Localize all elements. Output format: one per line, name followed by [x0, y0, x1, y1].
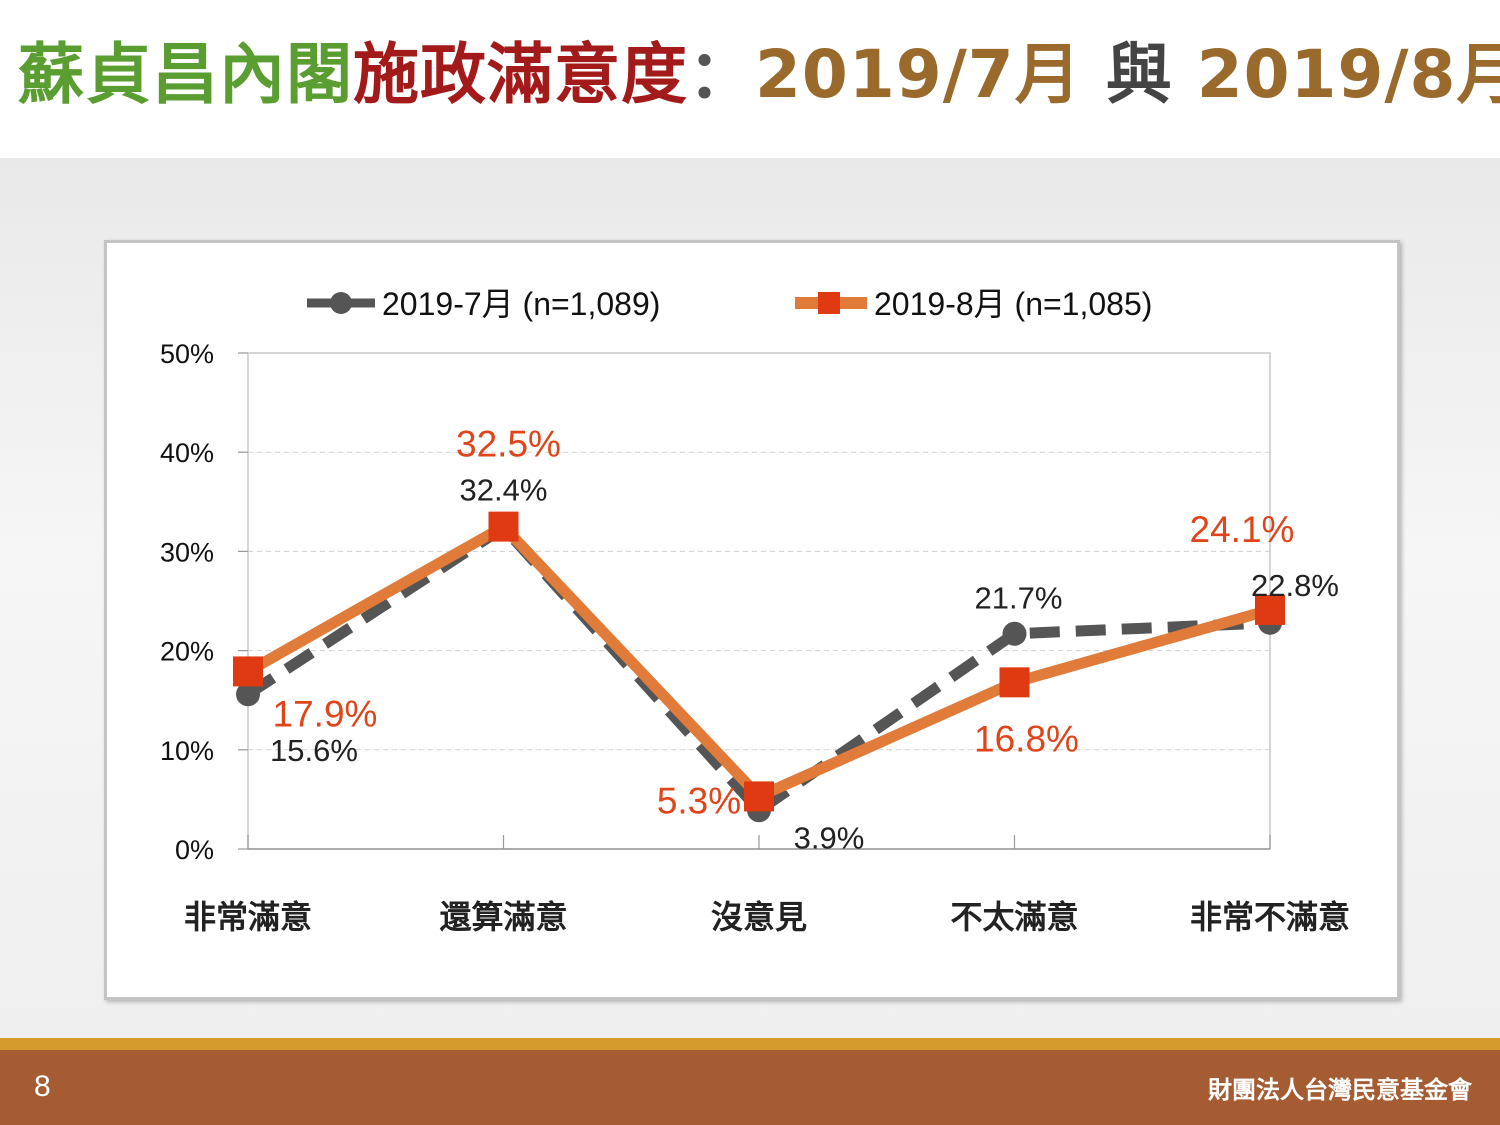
data-label-july: 15.6%: [270, 733, 358, 768]
marker-august: [488, 511, 519, 542]
marker-august: [999, 667, 1030, 698]
page-title: 蘇貞昌內閣施政滿意度：2019/7月 與 2019/8月: [18, 42, 1500, 108]
y-tick-label: 30%: [160, 537, 214, 567]
data-label-july: 22.8%: [1251, 568, 1339, 603]
x-tick-label: 還算滿意: [439, 898, 567, 936]
plot-frame: [247, 352, 1271, 850]
marker-august: [233, 656, 263, 687]
data-label-july: 3.9%: [794, 820, 865, 855]
title-and: 與: [1105, 36, 1173, 113]
y-tick-label: 10%: [160, 736, 214, 766]
title-satisfaction: 施政滿意度: [353, 36, 688, 113]
data-label-august: 5.3%: [657, 780, 741, 821]
y-tick-label: 50%: [160, 339, 214, 369]
chart-panel: 0% 10% 20% 30% 40% 50% 非常滿意 還算滿意 沒意見 不太滿意 非常不滿意 15.…: [104, 240, 1400, 1000]
y-tick-label: 0%: [175, 835, 214, 865]
title-period-august: 2019/8月: [1196, 36, 1500, 113]
data-label-august: 32.5%: [456, 424, 561, 465]
data-label-august: 24.1%: [1190, 509, 1295, 550]
legend-marker-august: [818, 292, 840, 314]
y-tick-label: 20%: [160, 637, 214, 667]
footer-bar: [0, 1050, 1500, 1125]
data-label-july: 21.7%: [975, 581, 1063, 616]
marker-august: [1255, 594, 1285, 625]
title-period-july: 2019/7月: [755, 36, 1082, 113]
page-number: 8: [34, 1070, 51, 1103]
series-line-july: [244, 522, 1271, 816]
organization-name: 財團法人台灣民意基金會: [1208, 1076, 1472, 1104]
marker-july: [1002, 621, 1027, 646]
data-label-august: 17.9%: [273, 693, 378, 734]
x-tick-label: 非常不滿意: [1190, 898, 1350, 936]
marker-july: [236, 682, 260, 707]
series-line-august: [245, 521, 1272, 802]
data-label-july: 32.4%: [460, 473, 548, 508]
x-tick-label: 不太滿意: [950, 898, 1078, 936]
legend-label-august: 2019-8月 (n=1,085): [874, 286, 1152, 322]
legend-label-july: 2019-7月 (n=1,089): [382, 286, 660, 322]
legend-marker-july: [330, 292, 352, 314]
marker-august: [744, 781, 774, 812]
footer-accent-bar: [0, 1038, 1500, 1050]
data-label-august: 16.8%: [974, 718, 1079, 759]
y-tick-label: 40%: [160, 438, 214, 468]
x-tick-label: 非常滿意: [184, 898, 312, 936]
x-tick-label: 沒意見: [711, 898, 807, 936]
line-chart: 0% 10% 20% 30% 40% 50% 非常滿意 還算滿意 沒意見 不太滿意 非常不滿意 15.…: [160, 286, 1350, 936]
title-cabinet: 蘇貞昌內閣: [18, 36, 353, 113]
title-colon: ：: [688, 36, 755, 113]
